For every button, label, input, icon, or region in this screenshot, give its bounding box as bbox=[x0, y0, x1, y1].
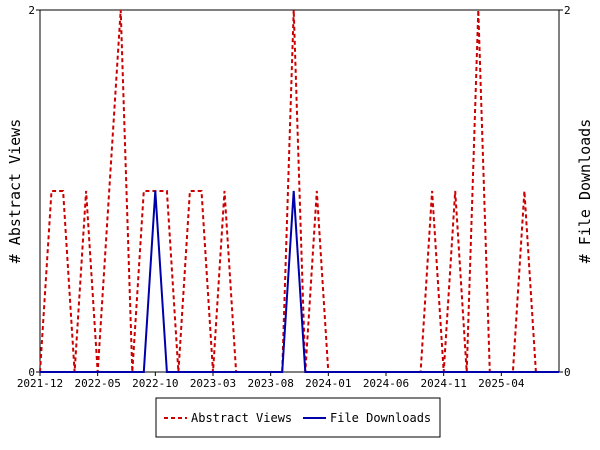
legend-label-file-downloads: File Downloads bbox=[330, 411, 431, 425]
x-tick-label: 2022-05 bbox=[74, 377, 120, 390]
x-axis: 2021-12 2022-05 2022-10 2023-03 2023-08 2024-… bbox=[17, 372, 525, 390]
x-tick-label: 2024-06 bbox=[363, 377, 409, 390]
abstract-views-line bbox=[39, 9, 559, 373]
y-axis: 0 0 2 2 bbox=[28, 4, 570, 379]
file-downloads-line bbox=[40, 190, 559, 373]
x-tick-label: 2022-10 bbox=[132, 377, 178, 390]
x-tick-label: 2023-08 bbox=[247, 377, 293, 390]
x-tick-label: 2023-03 bbox=[190, 377, 236, 390]
y-left-tick-label: 0 bbox=[28, 366, 35, 379]
legend-box bbox=[155, 397, 441, 438]
series-layer bbox=[39, 9, 559, 373]
y-axis-right-title: # File Downloads bbox=[576, 119, 594, 264]
legend-label-abstract-views: Abstract Views bbox=[191, 411, 292, 425]
x-tick-label: 2024-11 bbox=[420, 377, 466, 390]
x-tick-label: 2025-04 bbox=[478, 377, 525, 390]
plot-frame bbox=[39, 9, 560, 373]
y-left-tick-label: 2 bbox=[28, 4, 35, 17]
y-axis-left-title: # Abstract Views bbox=[6, 119, 24, 264]
y-right-tick-label: 0 bbox=[564, 366, 571, 379]
legend: Abstract Views File Downloads bbox=[155, 397, 441, 438]
y-right-tick-label: 2 bbox=[564, 4, 571, 17]
x-tick-label: 2021-12 bbox=[17, 377, 63, 390]
x-tick-label: 2024-01 bbox=[305, 377, 351, 390]
